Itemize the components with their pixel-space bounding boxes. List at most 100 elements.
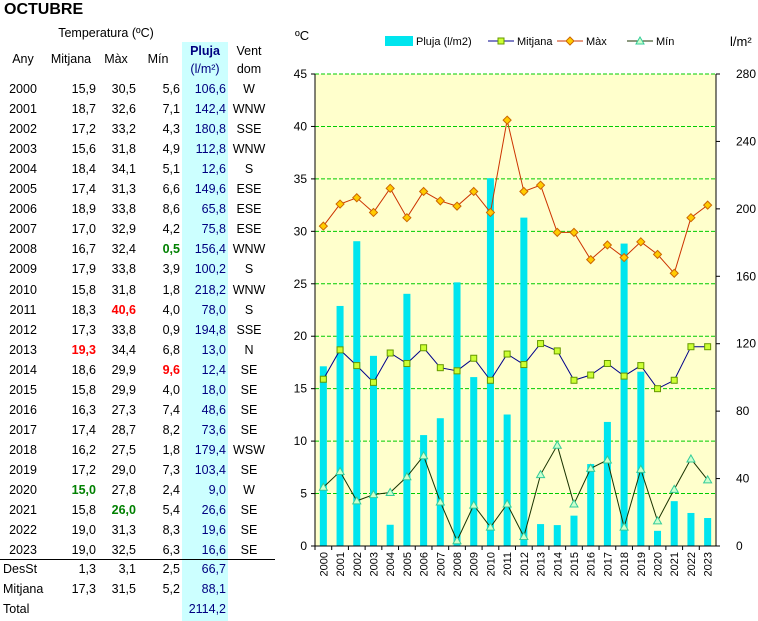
table-cell-any: 2011: [9, 302, 37, 317]
point-mín: [468, 500, 479, 509]
table-cell-max: 32,4: [111, 242, 136, 257]
table-cell-vent: WNW: [232, 102, 266, 117]
point-mitjana: [470, 354, 478, 362]
table-cell-pluja: 16,6: [201, 543, 226, 558]
right-tick-label: 240: [736, 134, 756, 148]
point-màx: [535, 180, 546, 190]
point-màx: [469, 186, 479, 197]
table-cell-mitjana: 18,3: [71, 302, 96, 317]
table-cell-vent: WNW: [232, 142, 266, 157]
table-cell-any: 2015: [9, 382, 37, 397]
x-tick-label: 2009: [469, 552, 481, 576]
point-mitjana: [336, 346, 344, 354]
summary-mitjana: 1,3: [78, 562, 96, 576]
table-cell-mitjana: 15,8: [71, 382, 96, 397]
point-mitjana: [453, 367, 461, 375]
table-cell-pluja: 156,4: [194, 242, 226, 257]
left-tick-label: 40: [294, 119, 308, 133]
table-cell-min: 4,2: [162, 222, 180, 237]
table-cell-max: 34,1: [111, 162, 136, 177]
point-mitjana: [537, 340, 545, 348]
point-màx: [636, 237, 646, 247]
x-tick-label: 2007: [435, 552, 447, 576]
point-mitjana: [520, 361, 528, 369]
table-cell-vent: SE: [240, 422, 258, 437]
table-cell-max: 31,8: [111, 282, 136, 297]
table-cell-min: 2,4: [162, 483, 180, 497]
point-mitjana: [570, 376, 578, 384]
table-cell-max: 32,6: [111, 102, 136, 117]
bar-pluja: [687, 512, 695, 546]
bar-pluja: [319, 366, 327, 546]
left-tick-label: 15: [294, 382, 308, 396]
point-mín: [635, 464, 646, 473]
point-mín: [552, 440, 563, 449]
point-mitjana: [670, 376, 678, 384]
x-tick-label: 2002: [352, 552, 364, 576]
point-màx: [619, 252, 629, 263]
summary-label: Total: [3, 602, 30, 616]
table-cell-pluja: 9,0: [208, 483, 226, 497]
legend-marker-mín: [635, 35, 645, 45]
table-cell-any: 2020: [9, 483, 37, 497]
table-cell-any: 2014: [9, 362, 37, 377]
x-tick-label: 2023: [703, 552, 715, 576]
table-cell-max: 28,7: [111, 422, 136, 437]
x-tick-label: 2015: [569, 552, 581, 576]
left-tick-label: 20: [294, 329, 308, 343]
header-temperatura: Temperatura (ºC): [58, 26, 154, 40]
summary-mitjana: 17,3: [71, 582, 96, 596]
table-cell-any: 2013: [9, 342, 37, 357]
bar-pluja: [486, 178, 494, 547]
table-cell-mitjana: 17,4: [71, 182, 96, 197]
header-any: Any: [12, 52, 34, 66]
legend-swatch-pluja: [385, 36, 413, 46]
x-tick-label: 2017: [602, 552, 614, 576]
table-cell-any: 2005: [9, 182, 37, 197]
x-tick-label: 2005: [402, 552, 414, 576]
plot-area: [315, 74, 716, 546]
point-mín: [335, 466, 345, 476]
legend-label-pluja: Pluja (l/m2): [416, 36, 472, 48]
point-màx: [652, 249, 663, 260]
bar-pluja: [336, 305, 344, 546]
point-màx: [385, 183, 395, 194]
table-cell-mitjana: 18,4: [71, 162, 96, 177]
table-cell-vent: WSW: [233, 442, 265, 457]
table-cell-min: 4,3: [162, 122, 180, 137]
table-cell-min: 3,9: [162, 262, 180, 277]
table-cell-min: 8,6: [162, 202, 180, 217]
point-mín: [452, 535, 462, 545]
table-cell-any: 2006: [9, 202, 37, 217]
table-cell-any: 2016: [9, 402, 37, 417]
table-cell-pluja: 26,6: [201, 503, 226, 518]
point-mín: [569, 499, 579, 508]
table-cell-any: 2012: [9, 322, 37, 337]
table-cell-min: 9,6: [162, 362, 180, 377]
point-mitjana: [620, 372, 628, 380]
bar-pluja: [603, 421, 611, 546]
table-cell-max: 29,9: [111, 362, 136, 377]
table-cell-vent: ESE: [236, 182, 262, 197]
table-cell-mitjana: 19,0: [71, 543, 96, 558]
point-mín: [402, 471, 412, 481]
climate-data-table: Temperatura (ºC) Any Mitjana Màx Mín Pluja (l/…: [0, 0, 275, 621]
point-màx: [585, 254, 596, 265]
table-cell-any: 2000: [9, 82, 37, 96]
point-mitjana: [637, 362, 645, 370]
table-cell-max: 26,0: [111, 503, 136, 518]
legend-marker-màx: [565, 36, 575, 46]
x-tick-label: 2012: [519, 552, 531, 576]
bar-pluja: [503, 414, 511, 546]
table-cell-pluja: 179,4: [194, 442, 226, 457]
table-cell-max: 33,8: [111, 322, 136, 337]
table-cell-mitjana: 18,9: [71, 202, 96, 217]
point-mitjana: [553, 347, 561, 355]
table-cell-max: 31,3: [111, 182, 136, 197]
bar-pluja: [353, 241, 361, 547]
point-mín: [368, 489, 379, 499]
left-tick-label: 0: [300, 539, 307, 553]
left-tick-label: 30: [294, 224, 308, 238]
left-tick-label: 10: [294, 434, 308, 448]
x-tick-label: 2019: [636, 552, 648, 576]
